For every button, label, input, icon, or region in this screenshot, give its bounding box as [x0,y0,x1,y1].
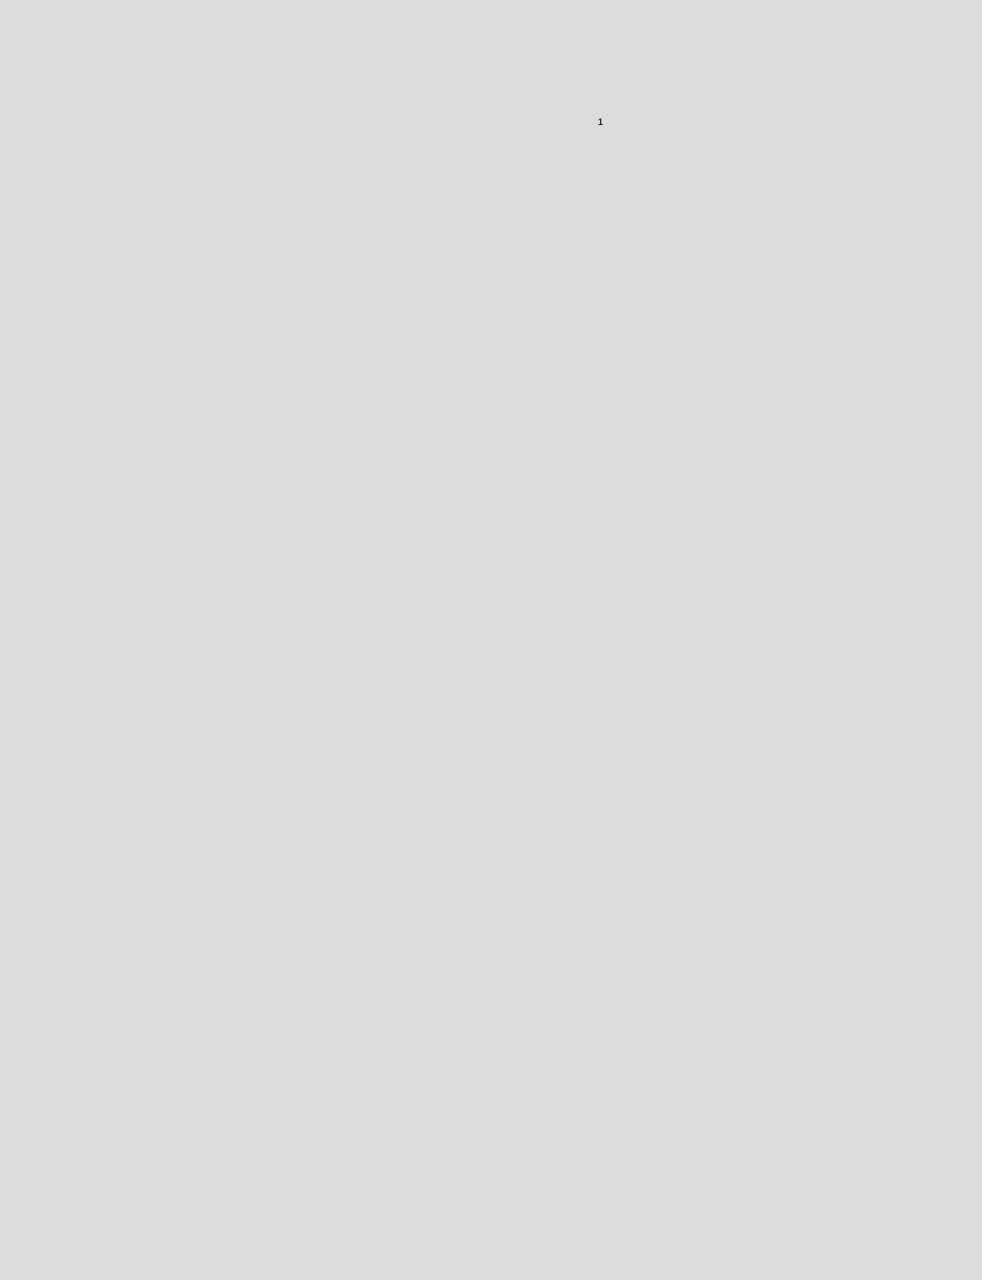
right-column-heading: 1 [598,116,898,136]
footnote-ref-1: 1 [598,117,603,127]
